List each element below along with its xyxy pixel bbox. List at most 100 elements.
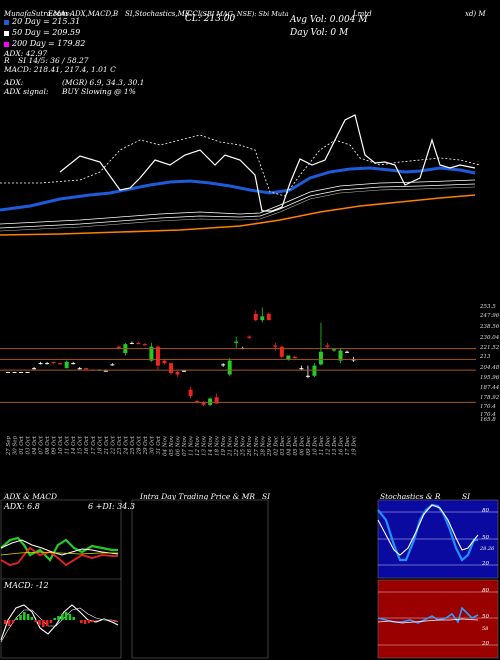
macd-hist-bar xyxy=(72,617,75,620)
date-tick-label: 12 Nov xyxy=(195,435,201,456)
candle-body xyxy=(227,360,232,375)
stoch-tick-80: 80 xyxy=(482,508,489,514)
macd-panel-value: MACD: -12 xyxy=(4,581,49,590)
stoch-d-line xyxy=(377,504,479,556)
adx2-values: (MGR) 6.9, 34.3, 30.1 xyxy=(62,78,145,87)
rsi-tick-20: 20 xyxy=(482,641,489,647)
adx-yellow-line xyxy=(0,551,118,556)
candle xyxy=(260,307,265,323)
candle-body xyxy=(116,346,121,348)
date-tick-label: 10 Dec xyxy=(312,436,318,456)
candle xyxy=(188,387,193,399)
candle xyxy=(162,359,167,365)
adx-panel-value: ADX: 6.8 xyxy=(4,502,40,511)
candle xyxy=(208,397,213,407)
date-tick-label: 30 Oct xyxy=(149,435,155,454)
ema200-swatch xyxy=(4,41,9,47)
header-item-xd: xd) M xyxy=(465,10,486,18)
price-tick-label: 170.4 xyxy=(480,412,496,418)
date-tick-label: 06 Dec xyxy=(299,436,305,456)
date-tick-label: 09 Dec xyxy=(306,436,312,456)
rsi-panel-frame xyxy=(377,579,499,659)
date-tick-label: 01 Oct xyxy=(19,435,25,454)
close-price-label: CL: 213.00 xyxy=(185,14,236,24)
candle-body xyxy=(38,363,43,365)
date-tick-label: 19 Nov xyxy=(221,435,227,456)
date-tick-label: 03 Dec xyxy=(280,436,286,456)
candle xyxy=(64,360,69,369)
ema20-label: 20 Day = 215.31 xyxy=(12,17,81,26)
macd-value: MACD: 218.41, 217.4, 1.01 C xyxy=(4,65,116,74)
macd-line xyxy=(0,604,119,641)
date-tick-label: 05 Nov xyxy=(169,435,175,456)
date-tick-label: 28 Nov xyxy=(260,435,266,457)
date-tick-label: 24 Oct xyxy=(123,435,129,455)
ema50-mid-line xyxy=(0,186,476,232)
candle xyxy=(25,371,30,373)
date-tick-label: 04 Oct xyxy=(32,435,38,454)
date-tick-label: 07 Oct xyxy=(39,435,45,454)
candle xyxy=(129,341,134,345)
stoch-k-line xyxy=(377,503,478,562)
date-tick-label: 10 Oct xyxy=(58,435,64,454)
candle-body xyxy=(19,371,24,373)
date-tick-label: 19 Dec xyxy=(352,436,358,456)
date-tick-label: 16 Oct xyxy=(84,435,90,454)
intraday-panel-title-suffix: SI xyxy=(262,492,271,501)
rsi-tick-80: 80 xyxy=(482,588,489,594)
candle xyxy=(273,342,278,351)
candle xyxy=(227,358,232,376)
date-tick-label: 14 Oct xyxy=(71,435,77,454)
candle xyxy=(110,363,115,366)
date-tick-label: 04 Dec xyxy=(286,436,292,456)
macd-hist-bar xyxy=(57,616,60,620)
candle xyxy=(175,370,180,378)
macd-hist-bar xyxy=(34,620,37,622)
price-tick-label: 187.44 xyxy=(480,385,500,391)
date-tick-label: 22 Oct xyxy=(110,435,116,455)
candle-body xyxy=(312,365,317,376)
price-tick-label: 213 xyxy=(479,354,491,360)
macd-hist-bar xyxy=(42,620,45,627)
candle xyxy=(345,350,350,354)
date-tick-label: 30 Sep xyxy=(13,436,19,456)
candle xyxy=(12,371,17,373)
macd-hist-bar xyxy=(87,620,91,623)
date-tick-label: 26 Nov xyxy=(247,435,253,457)
candle xyxy=(136,341,141,345)
candle-body xyxy=(221,364,226,366)
candle-body xyxy=(208,398,213,405)
candle xyxy=(45,361,50,365)
candle-body xyxy=(279,346,284,357)
candle-body xyxy=(84,368,89,370)
candle-body xyxy=(129,342,134,344)
ema50-label: 50 Day = 209.59 xyxy=(12,28,81,37)
candle xyxy=(142,342,147,346)
header-item-cci: I,CCI, xyxy=(182,10,203,18)
intraday-panel xyxy=(131,499,269,659)
date-tick-label: 17 Oct xyxy=(91,435,97,454)
date-tick-label: 16 Dec xyxy=(339,436,345,456)
candle-body xyxy=(25,371,30,373)
date-tick-label: 13 Nov xyxy=(202,435,208,456)
candle xyxy=(32,366,37,370)
date-tick-label: 08 Oct xyxy=(45,435,51,454)
header-item-emas: EMAs- xyxy=(48,10,72,18)
candle xyxy=(51,361,56,365)
macd-hist-bar xyxy=(53,618,56,620)
adx-green-line xyxy=(0,536,118,562)
macd-histogram xyxy=(4,612,117,627)
adx-signal-text: BUY Slowing @ 1% xyxy=(62,87,136,96)
date-tick-label: 15 Oct xyxy=(78,435,84,454)
adx-value: ADX: 42.97 xyxy=(4,49,48,58)
candle-body xyxy=(332,349,336,351)
macd-hist-bar xyxy=(19,615,22,620)
header-item-stoch: SI,Stochastics,MF xyxy=(125,10,190,18)
stoch-tick-50: 50 xyxy=(482,535,489,541)
candle-body xyxy=(142,344,147,346)
macd-hist-bar xyxy=(11,620,15,623)
candle xyxy=(71,361,76,365)
date-tick-label: 07 Nov xyxy=(182,435,188,456)
candle xyxy=(318,322,323,366)
candle-body xyxy=(195,401,200,403)
